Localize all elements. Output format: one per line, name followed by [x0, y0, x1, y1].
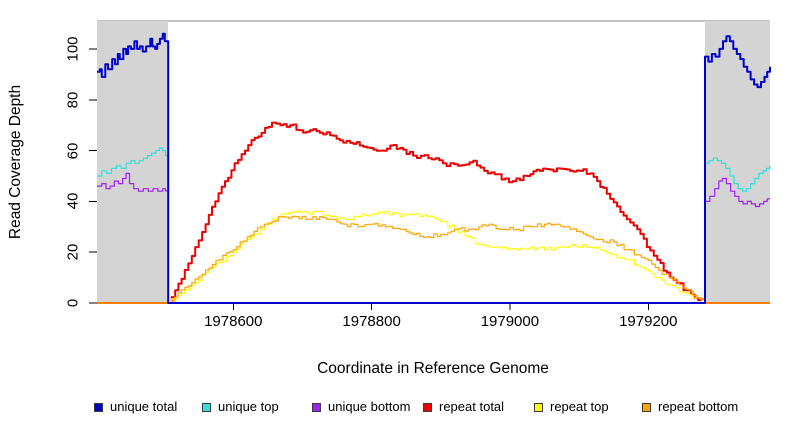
shaded-region-unique-flank-right: [705, 21, 770, 303]
series-line-repeat-bottom: [97, 215, 770, 304]
legend-item-repeat-total: repeat total: [423, 399, 505, 414]
legend-label: repeat top: [550, 399, 609, 414]
legend-swatch-icon: [423, 402, 432, 412]
legend-swatch-icon: [202, 402, 211, 412]
legend-label: unique total: [110, 399, 178, 414]
x-axis-title: Coordinate in Reference Genome: [317, 360, 549, 377]
x-tick-label: 1978600: [204, 313, 263, 330]
y-tick-label: 100: [64, 36, 82, 62]
series-line-repeat-top: [97, 210, 770, 304]
y-tick-label: 40: [64, 193, 82, 210]
y-axis-title: Read Coverage Depth: [7, 84, 24, 240]
legend-item-unique-top: unique top: [202, 399, 279, 414]
x-tick-label: 1979000: [480, 313, 540, 330]
series-line-unique-top: [97, 147, 771, 304]
series-line-unique-total: [97, 32, 771, 304]
y-tick-label: 60: [64, 142, 82, 159]
legend-label: repeat bottom: [658, 399, 739, 414]
legend-swatch-icon: [94, 402, 103, 412]
legend-swatch-icon: [312, 402, 321, 412]
x-tick-label: 1979200: [619, 313, 678, 330]
legend-swatch-icon: [534, 402, 543, 412]
legend-label: repeat total: [439, 399, 505, 414]
legend-label: unique top: [218, 399, 279, 414]
y-tick-label: 80: [64, 91, 82, 109]
series-line-repeat-total: [97, 121, 770, 304]
y-tick-label: 0: [64, 298, 82, 308]
y-tick-label: 20: [64, 243, 82, 261]
legend-item-repeat-bottom: repeat bottom: [642, 399, 739, 414]
legend-item-unique-bottom: unique bottom: [312, 399, 411, 414]
x-tick-label: 1978800: [342, 313, 401, 330]
legend-item-unique-total: unique total: [94, 399, 178, 414]
legend-item-repeat-top: repeat top: [534, 399, 609, 414]
legend-swatch-icon: [642, 402, 651, 412]
legend-label: unique bottom: [328, 399, 411, 414]
